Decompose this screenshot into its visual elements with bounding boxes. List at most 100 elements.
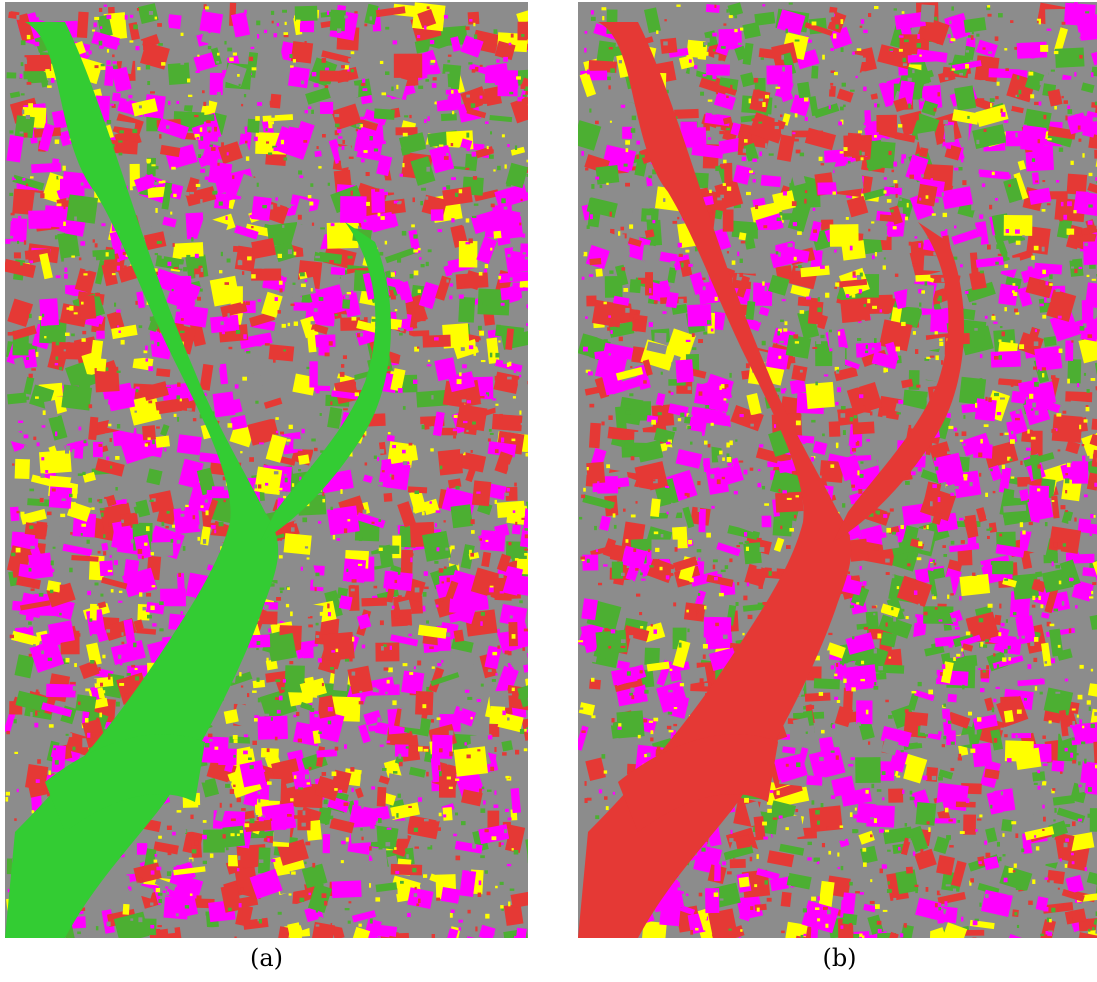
land-parcel [39,298,60,327]
speckle [430,448,434,452]
land-parcel [855,757,881,783]
speckle [279,627,284,632]
speckle [382,768,387,771]
speckle [85,54,90,58]
land-parcel [31,162,62,174]
speckle [55,342,60,346]
speckle [329,260,334,264]
speckle [280,139,285,145]
land-parcel [66,439,89,451]
speckle [266,748,270,753]
speckle [802,908,807,913]
speckle [29,171,32,176]
speckle [129,40,134,43]
speckle [394,614,400,619]
speckle [468,238,473,244]
land-parcel [1077,518,1097,536]
speckle [494,449,499,454]
speckle [488,587,494,593]
land-parcel [134,173,157,193]
speckle [176,395,181,400]
speckle [173,193,177,198]
speckle [327,707,333,712]
speckle [293,321,299,326]
speckle [466,400,472,404]
land-parcel [313,251,343,265]
speckle [191,849,197,854]
speckle [271,859,276,863]
speckle [452,428,457,432]
land-parcel [46,683,76,698]
land-parcel [56,188,67,199]
land-parcel [430,209,444,221]
speckle [81,301,84,305]
land-parcel [772,782,803,800]
land-parcel [456,404,488,432]
speckle [197,296,201,301]
speckle [65,733,71,736]
speckle [315,255,320,259]
land-parcel [813,103,840,119]
speckle [240,685,244,688]
speckle [730,410,733,415]
land-parcel [640,701,662,714]
speckle [268,152,273,155]
land-parcel [768,240,799,269]
speckle [751,172,755,175]
speckle [507,663,511,667]
speckle [341,364,345,368]
speckle [974,918,979,922]
speckle [370,824,375,829]
speckle [493,29,498,34]
speckle [15,547,21,553]
land-parcel [656,681,689,713]
speckle [141,331,144,337]
land-parcel [155,435,170,448]
land-parcel [834,706,854,728]
speckle [204,499,208,503]
land-parcel [304,556,317,581]
speckle [795,149,801,154]
speckle [422,592,427,597]
speckle [517,97,522,102]
speckle [590,16,596,21]
speckle [277,253,282,259]
speckle [121,519,124,523]
speckle [6,679,11,684]
speckle [429,60,435,66]
speckle [16,510,20,514]
land-parcel [16,575,42,590]
speckle [258,816,264,822]
speckle [270,51,276,54]
speckle [302,810,306,816]
speckle [427,359,431,362]
speckle [438,827,441,831]
speckle [347,53,352,57]
speckle [764,880,768,885]
land-parcel [9,218,28,243]
speckle [34,41,40,47]
land-parcel [244,358,272,378]
speckle [1046,298,1051,303]
speckle [411,224,415,228]
speckle [453,435,457,439]
land-parcel [383,570,413,592]
speckle [917,34,920,39]
speckle [270,583,275,587]
speckle [370,467,376,470]
speckle [154,854,157,857]
speckle [601,7,607,11]
land-parcel [651,539,678,559]
speckle [229,803,233,808]
speckle [135,676,140,681]
land-parcel [877,395,902,420]
speckle [18,69,24,73]
speckle [717,197,722,201]
speckle [449,283,454,287]
land-parcel [517,681,528,708]
speckle [21,415,25,420]
speckle [313,83,319,88]
speckle [273,359,276,363]
speckle [437,96,441,101]
land-parcel [422,530,452,562]
